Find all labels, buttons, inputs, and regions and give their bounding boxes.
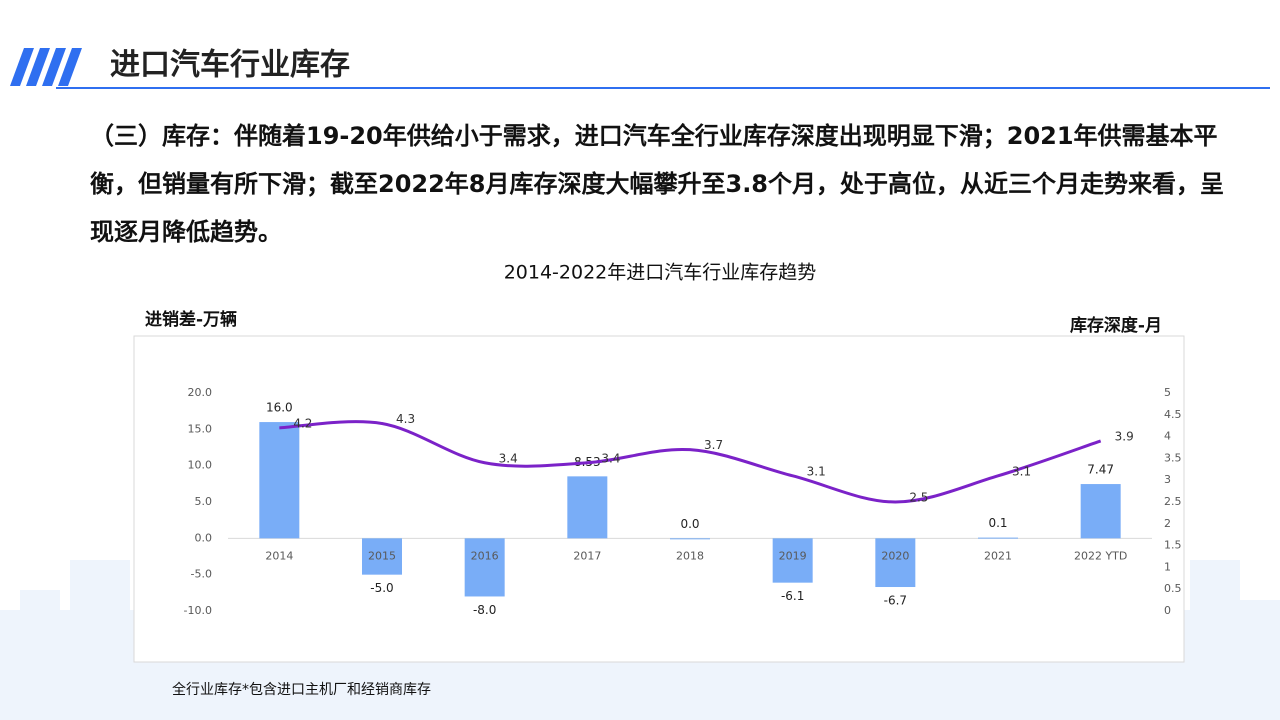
y-tick-label: 5.0 xyxy=(195,495,213,508)
bar xyxy=(1080,484,1121,539)
line-value-label: 3.1 xyxy=(807,464,826,478)
y2-tick-label: 1 xyxy=(1164,560,1171,573)
y2-axis-title: 库存深度-月 xyxy=(1070,315,1162,336)
x-tick-label: 2015 xyxy=(368,549,396,562)
y2-tick-label: 4 xyxy=(1164,430,1171,443)
y2-tick-label: 1.5 xyxy=(1164,539,1182,552)
bar-value-label: 0.0 xyxy=(680,517,699,531)
bar xyxy=(259,422,300,539)
line-value-label: 3.9 xyxy=(1115,429,1134,443)
plot-panel xyxy=(133,335,1185,663)
bar-value-label: -5.0 xyxy=(370,581,393,595)
line-value-label: 2.5 xyxy=(909,491,928,505)
bar xyxy=(670,538,710,540)
y-tick-label: 20.0 xyxy=(188,386,213,399)
y-tick-label: 0.0 xyxy=(195,531,213,544)
x-tick-label: 2021 xyxy=(984,549,1012,562)
header-icon xyxy=(10,48,82,86)
bar-value-label: -6.7 xyxy=(884,594,907,608)
y2-tick-label: 3.5 xyxy=(1164,451,1182,464)
y2-tick-label: 2.5 xyxy=(1164,495,1182,508)
y2-tick-label: 0 xyxy=(1164,604,1171,617)
y-tick-label: -5.0 xyxy=(191,568,212,581)
y2-tick-label: 5 xyxy=(1164,386,1171,399)
y2-tick-label: 4.5 xyxy=(1164,408,1182,421)
line-value-label: 4.2 xyxy=(293,416,312,430)
x-tick-label: 2018 xyxy=(676,549,704,562)
bar-value-label: 0.1 xyxy=(988,516,1007,530)
footnote: 全行业库存*包含进口主机厂和经销商库存 xyxy=(172,681,431,698)
x-tick-label: 2019 xyxy=(779,549,807,562)
line-value-label: 3.1 xyxy=(1012,464,1031,478)
header-title: 进口汽车行业库存 xyxy=(110,48,350,83)
bar xyxy=(362,538,402,575)
bar-value-label: 16.0 xyxy=(266,401,293,415)
y-tick-label: 10.0 xyxy=(188,459,213,472)
y-tick-label: 15.0 xyxy=(188,422,213,435)
bar xyxy=(875,538,916,588)
x-tick-label: 2014 xyxy=(265,549,293,562)
line-value-label: 3.4 xyxy=(601,451,620,465)
paragraph-box: （三）库存：伴随着19-20年供给小于需求，进口汽车全行业库存深度出现明显下滑；… xyxy=(90,122,1225,246)
line-value-label: 3.4 xyxy=(499,451,518,465)
y2-tick-label: 3 xyxy=(1164,473,1171,486)
bar-value-label: -6.1 xyxy=(781,589,804,603)
paragraph: （三）库存：伴随着19-20年供给小于需求，进口汽车全行业库存深度出现明显下滑；… xyxy=(90,122,1225,246)
bar xyxy=(464,538,505,597)
y2-tick-label: 0.5 xyxy=(1164,582,1182,595)
x-tick-label: 2020 xyxy=(881,549,909,562)
x-tick-label: 2017 xyxy=(573,549,601,562)
chart-title: 2014-2022年进口汽车行业库存趋势 xyxy=(504,262,817,284)
y-axis-title: 进销差-万辆 xyxy=(145,309,237,330)
bar xyxy=(567,476,608,539)
bar-value-label: 7.47 xyxy=(1087,463,1114,477)
bar xyxy=(978,537,1018,539)
line-value-label: 3.7 xyxy=(704,438,723,452)
line-value-label: 4.3 xyxy=(396,412,415,426)
x-tick-label: 2022 YTD xyxy=(1074,549,1127,562)
y-tick-label: -10.0 xyxy=(184,604,212,617)
x-tick-label: 2016 xyxy=(471,549,499,562)
bar xyxy=(772,538,813,583)
line xyxy=(279,420,1102,504)
y2-tick-label: 2 xyxy=(1164,517,1171,530)
bar-value-label: -8.0 xyxy=(473,603,496,617)
